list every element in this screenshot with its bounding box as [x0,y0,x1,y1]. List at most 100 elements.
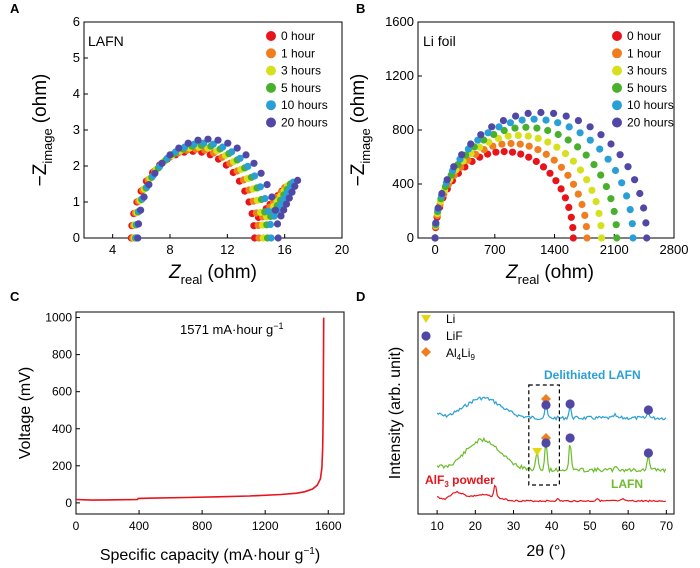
panel-b-legend-label: 5 hours [627,81,667,95]
panel-b-point [582,151,590,159]
panel-b-point [542,150,550,158]
panel-b-point [495,123,503,131]
panel-b-point [574,143,582,151]
panel-c-y-tick-label: 800 [52,348,72,362]
panel-a-point [261,195,269,203]
panel-a-point [268,193,276,201]
panel-a-legend-marker [266,100,276,111]
panel-b-legend-marker [612,100,622,111]
legend-lif-marker [421,331,431,341]
xrd-peak-marker-lif [643,448,654,458]
panel-a-legend-label: 5 hours [281,81,321,95]
panel-a-x-tick-label: 12 [220,242,234,257]
panel-a-legend-label: 20 hours [281,116,328,130]
legend-al4li9-label: Al4Li9 [446,346,475,362]
panel-b-point [569,180,578,188]
panel-a-point [250,159,258,167]
panel-b-x-axis-label: Zreal (ohm) [505,262,594,287]
panel-b-point [590,161,598,169]
panel-d-y-axis-label: Intensity (arb. unit) [387,347,404,480]
panel-b-point [532,157,540,166]
panel-a-legend-label: 1 hour [281,46,315,60]
panel-b-legend-marker [612,31,622,41]
panel-a-point [263,181,271,189]
panel-a-point [158,159,166,167]
panel-a-point [219,143,227,151]
panel-d-x-tick-label: 20 [469,519,483,533]
panel-b-point [576,166,585,174]
panel-c-x-axis-label: Specific capacity (mA·hour g−1) [100,546,320,564]
panel-b-point [530,115,538,123]
panel-b-point [553,143,561,151]
panel-b-point [544,138,552,146]
panel-b-point [595,209,603,217]
panel-b-legend-label: 10 hours [627,98,674,112]
panel-a-y-tick-label: 6 [73,14,80,29]
panel-b-point [524,109,532,117]
panel-b-point [588,186,596,194]
panel-a-point [282,200,291,208]
panel-a-point [214,136,222,144]
panel-a-point [134,234,142,242]
panel-b-point [533,124,541,132]
panel-a-point [233,144,241,152]
panel-a-point [140,193,148,201]
xrd-peak-marker-lif [565,433,575,443]
panel-b-point [628,220,636,228]
panel-b-point [500,126,508,135]
panel-b-point [534,134,542,142]
panel-a-letter: A [10,1,20,16]
panel-b-point [450,163,458,171]
panel-c-y-axis-label: Voltage (mV) [17,367,34,459]
panel-b-point [561,194,570,202]
panel-d-letter: D [356,289,365,304]
panel-b-point [592,198,600,206]
panel-a-legend-marker [266,31,276,41]
panel-a-point [277,212,285,220]
panel-a-data-points [127,135,302,242]
panel-a-legend-label: 3 hours [281,64,321,78]
xrd-label-delithiated-lafn: Delithiated LAFN [544,368,641,382]
panel-a-point [277,201,285,209]
panel-a-y-tick-label: 1 [73,194,80,209]
panel-b-point [443,176,451,184]
panel-b-point [474,136,482,144]
panel-a-y-tick-label: 4 [73,86,80,101]
panel-a-point [236,154,244,162]
panel-d: D Li LiF Al4Li9 10 20 30 40 50 60 70 Delithiat… [356,289,675,560]
panel-b-point [467,140,475,148]
panel-b-point [516,140,524,148]
panel-b-point [507,139,515,148]
panel-b-point [522,123,530,131]
panel-b-x-tick-label: 2100 [600,242,629,257]
panel-d-x-tick-label: 30 [507,519,521,533]
panel-b-point [596,145,604,153]
panel-b-point [514,131,522,139]
panel-a-point [280,206,288,214]
legend-lif-label: LiF [446,329,463,343]
panel-b-point [576,129,584,137]
panel-b-point [581,211,589,219]
panel-a-point [228,148,236,156]
panel-b-data-points [431,108,651,242]
panel-b-point [480,136,488,144]
panel-b-point [642,219,650,227]
panel-c-plot-frame [75,311,345,515]
panel-a-point [267,234,275,242]
panel-b-point [640,204,648,212]
panel-d-legend: Li LiF Al4Li9 [421,312,475,362]
panel-b-point [574,190,582,198]
panel-b-point [574,117,583,125]
panel-a-legend-marker [266,65,276,76]
panel-a-point [294,176,302,184]
xrd-trace-delithiated-lafn [436,396,667,421]
panel-b-point [612,221,620,229]
panel-b-point [597,171,605,179]
panel-b-point [476,143,484,151]
panel-b-point [498,140,506,148]
panel-c-x-tick-label: 400 [129,519,149,533]
panel-b-y-tick-label: 1200 [385,68,414,83]
panel-b-point [525,142,533,150]
panel-a-point [264,207,272,215]
